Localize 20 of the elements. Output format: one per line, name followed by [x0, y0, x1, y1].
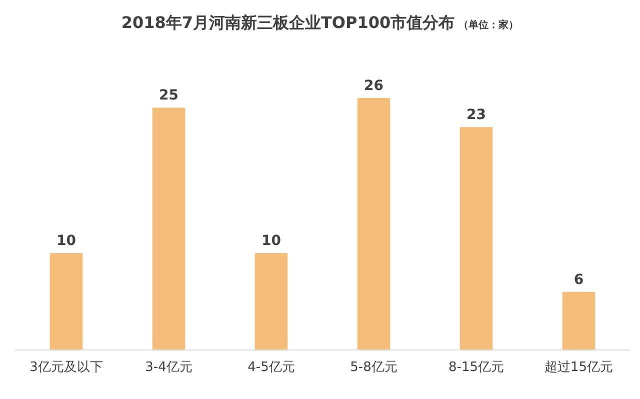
- bar: [357, 98, 390, 350]
- x-tick-label: 5-8亿元: [350, 360, 398, 376]
- data-label: 26: [364, 78, 384, 94]
- data-label: 10: [56, 233, 76, 250]
- data-label: 10: [262, 233, 282, 250]
- data-label: 25: [159, 88, 178, 104]
- bar: [460, 127, 493, 350]
- x-tick-label: 3亿元及以下: [30, 360, 103, 376]
- bar: [152, 108, 186, 350]
- bar: [254, 253, 288, 350]
- chart-title: 2018年7月河南新三板企业TOP100市值分布: [121, 13, 455, 32]
- x-tick-label: 超过15亿元: [544, 360, 614, 376]
- data-label: 6: [574, 272, 584, 288]
- data-label: 23: [466, 107, 486, 124]
- x-tick-label: 4-5亿元: [248, 360, 295, 376]
- bar: [562, 292, 596, 350]
- chart-subtitle: （单位：家）: [458, 19, 519, 31]
- x-tick-label: 3-4亿元: [145, 360, 192, 376]
- bar: [50, 253, 83, 350]
- x-tick-label: 8-15亿元: [448, 360, 504, 376]
